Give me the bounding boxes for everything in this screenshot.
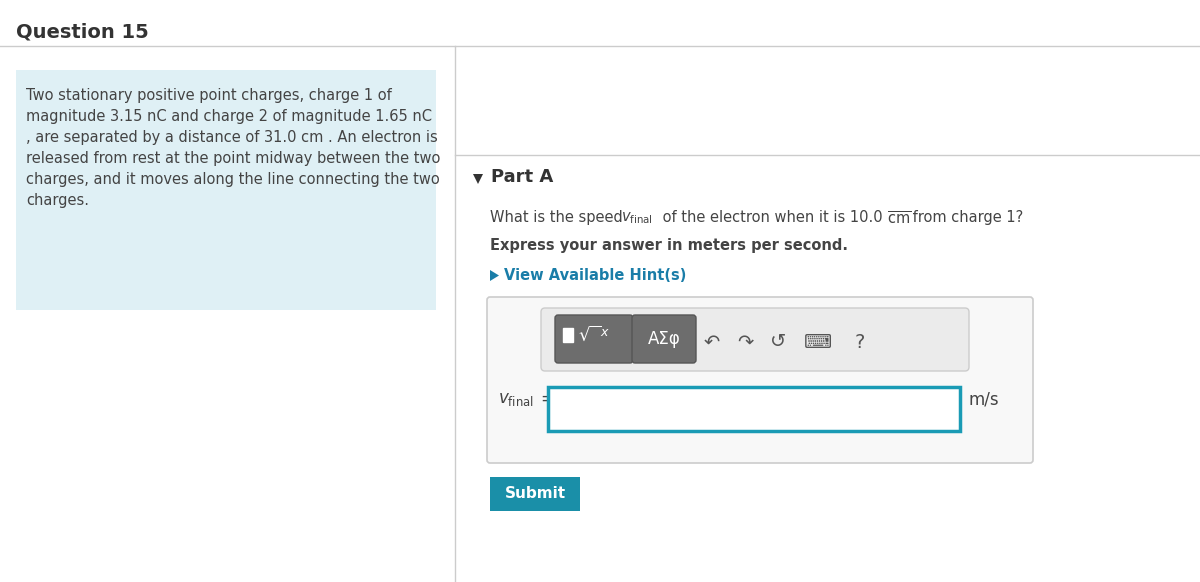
Text: Question 15: Question 15: [16, 22, 149, 41]
FancyBboxPatch shape: [490, 477, 580, 511]
Text: $\overline{\rm cm}$: $\overline{\rm cm}$: [887, 210, 911, 227]
Text: of the electron when it is 10.0: of the electron when it is 10.0: [658, 210, 887, 225]
Polygon shape: [473, 174, 482, 184]
FancyBboxPatch shape: [16, 70, 436, 310]
Text: from charge 1?: from charge 1?: [908, 210, 1024, 225]
Text: ↷: ↷: [737, 332, 754, 352]
Text: released from rest at the point midway between the two: released from rest at the point midway b…: [26, 151, 440, 166]
Text: Part A: Part A: [491, 168, 553, 186]
FancyBboxPatch shape: [554, 315, 634, 363]
Text: , are separated by a distance of 31.0 cm . An electron is: , are separated by a distance of 31.0 cm…: [26, 130, 438, 145]
Text: x: x: [600, 326, 607, 339]
FancyBboxPatch shape: [541, 308, 970, 371]
Text: charges.: charges.: [26, 193, 89, 208]
Text: $v_\mathrm{final}$: $v_\mathrm{final}$: [622, 210, 653, 226]
Text: charges, and it moves along the line connecting the two: charges, and it moves along the line con…: [26, 172, 439, 187]
Text: View Available Hint(s): View Available Hint(s): [504, 268, 686, 283]
Text: ⌨: ⌨: [804, 332, 832, 352]
Text: ↶: ↶: [704, 332, 720, 352]
FancyBboxPatch shape: [632, 315, 696, 363]
FancyBboxPatch shape: [548, 387, 960, 431]
Text: Two stationary positive point charges, charge 1 of: Two stationary positive point charges, c…: [26, 88, 391, 103]
Text: ?: ?: [854, 332, 865, 352]
FancyBboxPatch shape: [487, 297, 1033, 463]
Text: m/s: m/s: [968, 390, 998, 408]
Text: $\sqrt{\ }$: $\sqrt{\ }$: [578, 326, 602, 345]
Text: =: =: [540, 390, 554, 408]
FancyBboxPatch shape: [563, 328, 574, 342]
Text: ↺: ↺: [770, 332, 786, 352]
Text: AΣφ: AΣφ: [648, 330, 680, 348]
Text: Submit: Submit: [504, 487, 565, 502]
Text: $v_\mathrm{final}$: $v_\mathrm{final}$: [498, 390, 534, 408]
Text: What is the speed: What is the speed: [490, 210, 628, 225]
Text: Express your answer in meters per second.: Express your answer in meters per second…: [490, 238, 848, 253]
Polygon shape: [490, 270, 499, 281]
Text: magnitude 3.15 nC and charge 2 of magnitude 1.65 nC: magnitude 3.15 nC and charge 2 of magnit…: [26, 109, 432, 124]
